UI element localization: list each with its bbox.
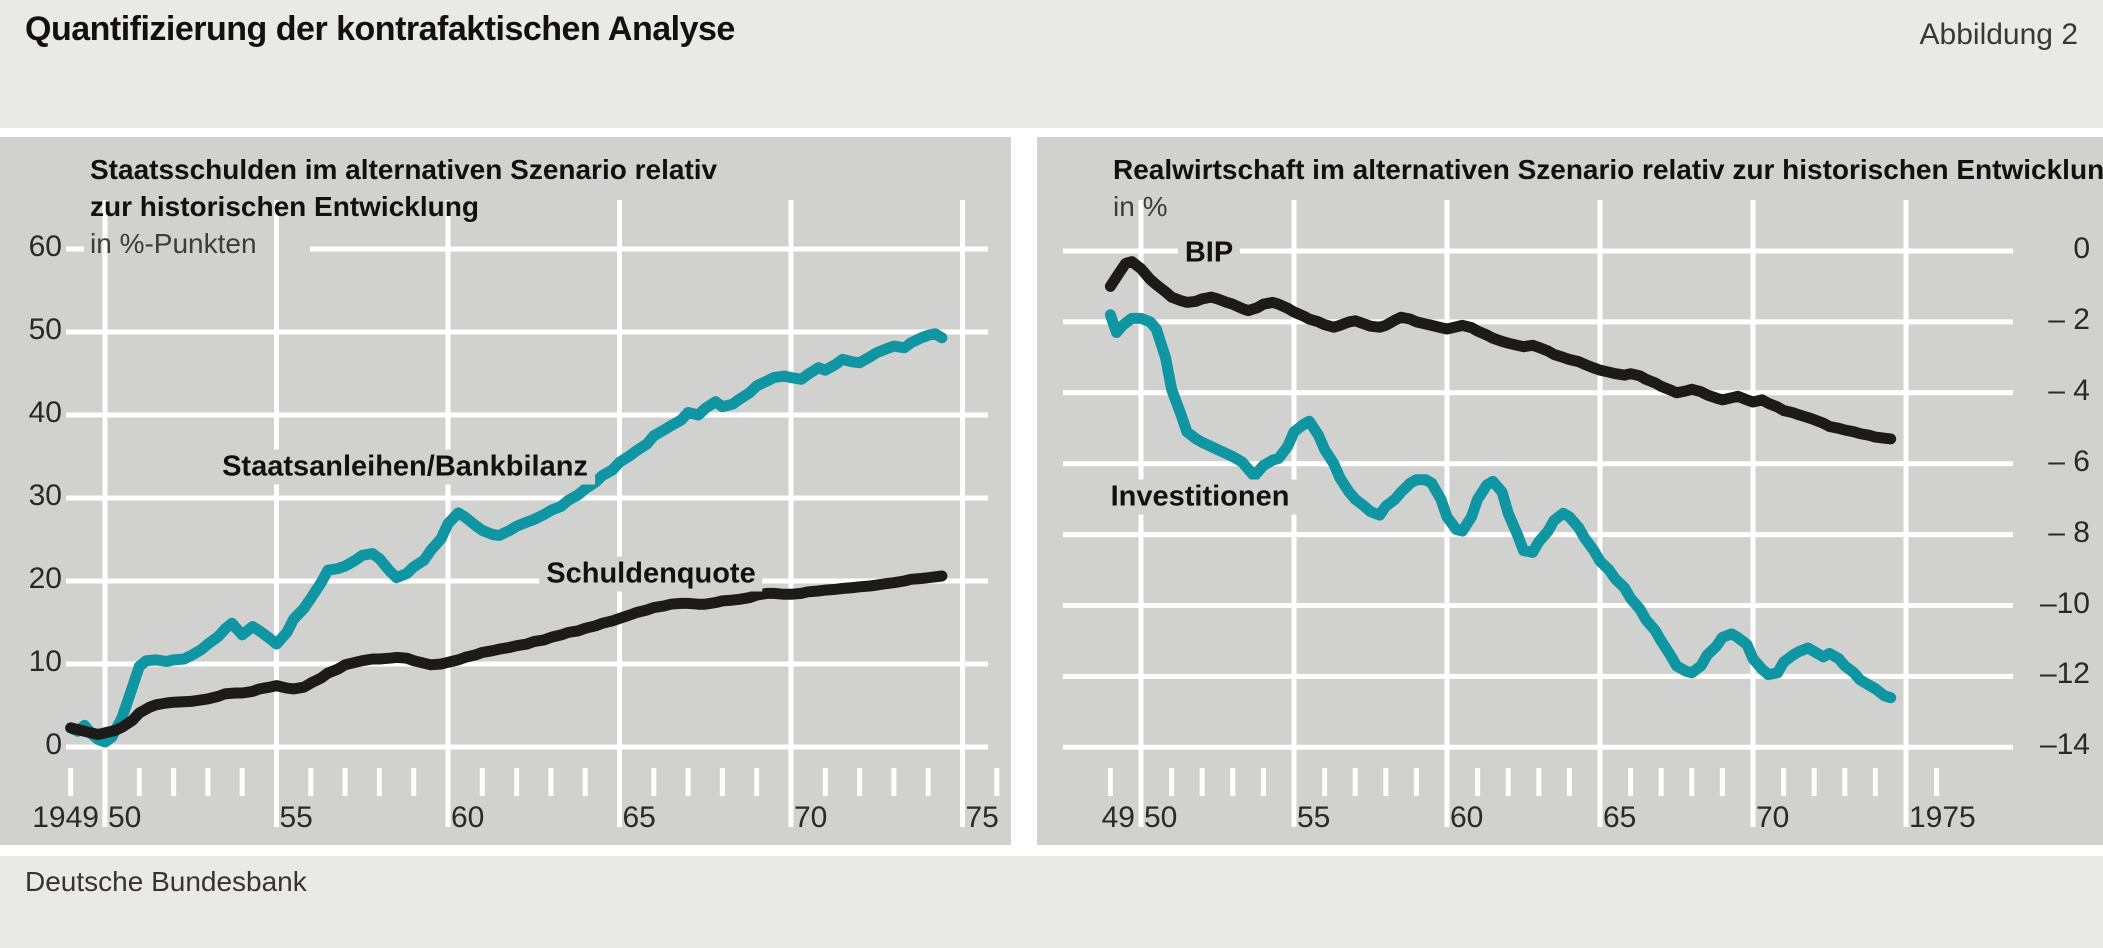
- line-investitionen: [1104, 309, 1897, 704]
- source-label: Deutsche Bundesbank: [25, 866, 307, 897]
- y-axis-label: 50: [28, 313, 62, 346]
- footer-divider: [0, 845, 2103, 856]
- x-axis-label: 1975: [1909, 801, 1976, 834]
- y-axis-label: 60: [28, 230, 62, 263]
- y-axis-label: – 8: [2048, 515, 2090, 549]
- x-axis-label: 65: [1603, 801, 1637, 834]
- y-axis-label: 40: [28, 396, 62, 429]
- y-axis-label: 0: [2073, 232, 2090, 265]
- x-axis-label: 65: [622, 801, 656, 834]
- y-axis-label: –12: [2039, 657, 2090, 691]
- y-axis-label: 0: [45, 728, 62, 761]
- left-panel-title-block: Staatsschulden im alternativen Szenario …: [90, 151, 717, 262]
- x-axis-label: 60: [451, 801, 485, 834]
- y-axis-label: 10: [28, 645, 62, 678]
- line-schuldenquote: [65, 570, 948, 740]
- x-axis-label: 50: [1144, 801, 1178, 834]
- x-axis-label: 55: [279, 801, 313, 834]
- x-axis-label: 60: [1450, 801, 1484, 834]
- y-axis-label: – 4: [2048, 373, 2090, 407]
- y-axis-label: 30: [28, 479, 62, 512]
- panel-title-line: zur historischen Entwicklung: [90, 191, 479, 222]
- series-label-bip: BIP: [1177, 235, 1241, 271]
- x-axis-label: 75: [965, 801, 999, 834]
- series-label-investitionen: Investitionen: [1103, 479, 1297, 515]
- line-bip: [1104, 256, 1897, 445]
- right-panel-title-block: Realwirtschaft im alternativen Szenario …: [1113, 151, 2103, 225]
- left-chart-canvas: [65, 200, 1000, 827]
- y-axis-label: –14: [2039, 728, 2090, 762]
- x-axis-label: 70: [794, 801, 828, 834]
- panel-title-line: Staatsschulden im alternativen Szenario …: [90, 154, 718, 185]
- chart-panel-real-economy: Realwirtschaft im alternativen Szenario …: [1037, 137, 2103, 845]
- panel-divider: [1011, 137, 1037, 845]
- x-axis-label: 49: [1101, 801, 1135, 834]
- header-divider: [0, 128, 2103, 137]
- x-axis-label: 70: [1756, 801, 1790, 834]
- panel-title-line: Realwirtschaft im alternativen Szenario …: [1113, 154, 2103, 185]
- x-axis-label: 1949: [32, 801, 99, 834]
- panel-unit-label: in %: [1113, 191, 1168, 222]
- right-chart-canvas: [1063, 200, 2013, 827]
- line-staatsanleihen-bankbilanz: [65, 328, 948, 748]
- x-axis-label: 55: [1297, 801, 1331, 834]
- y-axis-label: – 6: [2048, 444, 2090, 478]
- y-axis-label: 20: [28, 562, 62, 595]
- panel-unit-label: in %-Punkten: [90, 228, 257, 259]
- y-axis-label: – 2: [2048, 302, 2090, 336]
- series-label-staatsanleihen-bankbilanz: Staatsanleihen/Bankbilanz: [215, 449, 595, 485]
- x-axis-label: 50: [108, 801, 142, 834]
- chart-panel-government-debt: Staatsschulden im alternativen Szenario …: [0, 137, 1011, 845]
- y-axis-label: –10: [2039, 586, 2090, 620]
- page-title: Quantifizierung der kontrafaktischen Ana…: [25, 10, 735, 48]
- figure-number-label: Abbildung 2: [1919, 18, 2078, 51]
- series-label-schuldenquote: Schuldenquote: [539, 556, 763, 592]
